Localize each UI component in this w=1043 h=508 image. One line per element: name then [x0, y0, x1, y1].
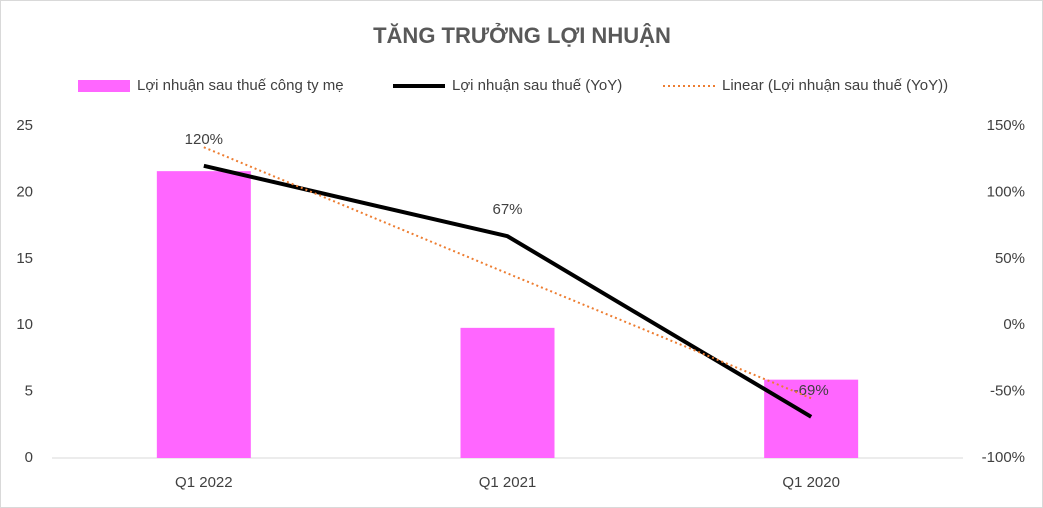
y-tick-label: 5	[25, 383, 33, 400]
chart-title: TĂNG TRƯỞNG LỢI NHUẬN	[373, 23, 671, 48]
x-tick-label: Q1 2022	[175, 474, 233, 491]
line	[203, 163, 813, 419]
y2-tick-label: 150%	[987, 117, 1025, 134]
y2-tick-label: 100%	[987, 183, 1025, 200]
bar	[460, 327, 555, 458]
y-tick-label: 15	[16, 250, 33, 267]
bar	[764, 379, 859, 458]
y-tick-label: 20	[16, 183, 33, 200]
data-label: 67%	[492, 201, 522, 218]
legend-label: Lợi nhuận sau thuế công ty mẹ	[137, 77, 344, 94]
legend-marker	[78, 80, 130, 92]
legend-label: Linear (Lợi nhuận sau thuế (YoY))	[722, 77, 948, 94]
y2-tick-label: 0%	[1003, 316, 1025, 333]
x-tick-label: Q1 2021	[479, 474, 537, 491]
data-label: -69%	[794, 382, 829, 399]
x-tick-label: Q1 2020	[782, 474, 840, 491]
y2-tick-label: -50%	[990, 383, 1025, 400]
y-tick-label: 25	[16, 117, 33, 134]
bar	[156, 171, 251, 459]
legend-label: Lợi nhuận sau thuế (YoY)	[452, 77, 622, 94]
y2-tick-label: -100%	[982, 449, 1025, 466]
y-tick-label: 10	[16, 316, 33, 333]
data-label: 120%	[185, 131, 223, 148]
y2-tick-label: 50%	[995, 250, 1025, 267]
y-tick-label: 0	[25, 449, 33, 466]
